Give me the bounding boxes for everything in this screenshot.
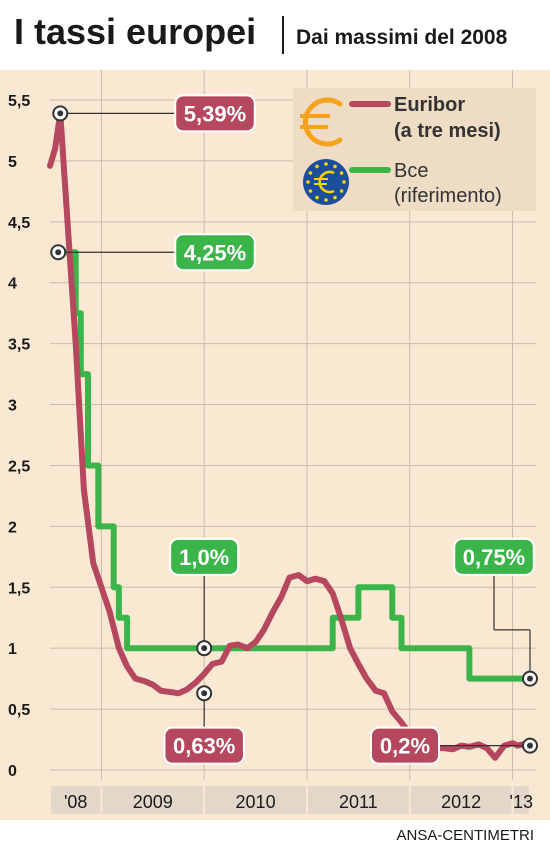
x-tick-label: 2009 [133,792,173,812]
header-background [0,0,550,60]
data-point-marker-dot [57,110,64,117]
eu-star [308,171,313,175]
x-category-band [410,786,512,814]
y-tick-label: 1 [8,641,17,658]
data-point-marker-dot [55,249,62,256]
series-lines [47,110,533,761]
y-tick-label: 0 [8,763,17,780]
data-label-box [453,537,535,576]
data-label: 0,75% [463,545,525,570]
euro-sign-icon [300,97,343,147]
x-category-band [513,786,529,814]
grid [50,70,536,780]
legend-label-euribor-line2: (a tre mesi) [394,120,501,142]
y-tick-label: 3,5 [8,337,30,354]
data-label-box [169,537,240,576]
data-label-box [174,233,256,272]
eu-star [339,189,344,193]
y-tick-label: 5,5 [8,93,30,110]
legend-label-euribor-line1: Euribor [394,94,465,116]
data-label: 1,0% [179,545,229,570]
eu-star [324,198,328,202]
page-subtitle: Dai massimi del 2008 [296,26,508,49]
x-category-band [102,786,204,814]
data-label: 0,2% [380,734,430,759]
x-category-band [307,786,409,814]
y-tick-label: 4,5 [8,215,30,232]
data-label: 4,25% [184,240,246,265]
y-tick-label: 3 [8,398,17,415]
eu-flag-euro-icon [303,159,349,205]
x-tick-label: '08 [64,792,87,812]
y-tick-label: 1,5 [8,580,30,597]
y-tick-label: 2 [8,519,17,536]
x-category-band [205,786,306,814]
data-point-marker-dot [527,742,533,749]
eu-star [333,195,337,200]
eu-star [342,180,346,184]
legend-label-bce-line2: (riferimento) [394,185,502,207]
eu-star [315,164,319,169]
eu-star [333,164,337,169]
data-point-marker-dot [527,675,533,682]
eu-star [339,171,344,175]
source-credit: ANSA-CENTIMETRI [396,827,534,844]
data-point-marker-dot [201,645,208,652]
annotations: 5,39% 4,25% 1,0% 0,63% 0,75% 0,2% [50,94,538,765]
x-tick-label: 2012 [441,792,481,812]
page-title: I tassi europei [14,11,256,52]
series-line-euribor [47,110,533,761]
data-point-marker-dot [201,690,208,697]
data-label-box [163,726,245,765]
legend-label-bce-line1: Bce [394,160,428,182]
y-axis: 5,5 5 4,5 4 3,5 3 2,5 2 1,5 1 0,5 0 [8,93,30,780]
eu-star [324,162,328,166]
data-label-box [370,726,440,765]
y-tick-label: 0,5 [8,702,30,719]
eu-star [315,195,319,200]
y-tick-label: 5 [8,154,17,171]
data-label-box [174,94,256,133]
y-tick-label: 2,5 [8,458,30,475]
x-tick-label: '13 [510,792,533,812]
y-tick-label: 4 [8,276,17,293]
series-line-bce [55,249,533,682]
eu-star [306,180,310,184]
x-tick-label: 2010 [236,792,276,812]
x-category-band [51,786,101,814]
x-tick-label: 2011 [339,792,378,812]
data-label: 0,63% [173,734,235,759]
x-axis: '08 2009 2010 2011 2012 '13 [51,786,533,814]
legend: Euribor (a tre mesi) Bce (riferimento) [293,88,536,211]
data-label: 5,39% [184,101,246,126]
eu-star [308,189,313,193]
